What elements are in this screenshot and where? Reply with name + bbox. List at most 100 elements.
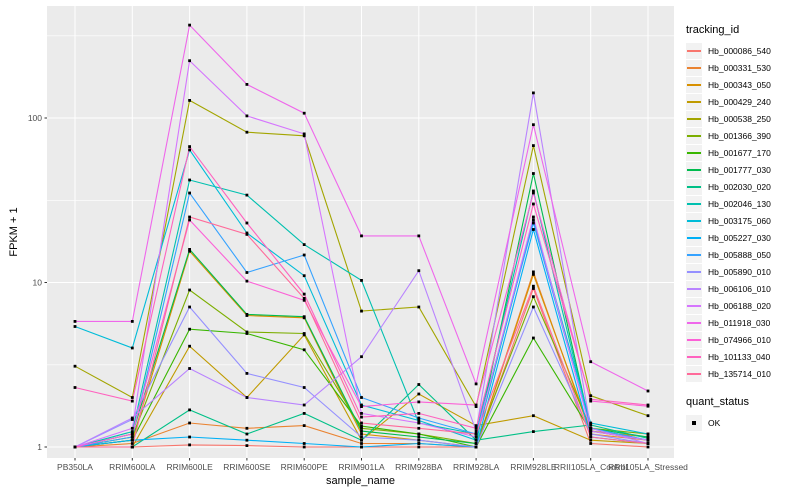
line-key-icon	[686, 212, 702, 229]
data-point	[532, 91, 535, 95]
data-point	[245, 332, 249, 335]
data-point	[73, 445, 77, 449]
data-point	[532, 284, 535, 288]
data-point	[188, 249, 191, 253]
line-key-icon	[686, 280, 702, 297]
legend-item-label: Hb_011918_030	[708, 317, 771, 328]
data-point	[302, 315, 306, 319]
data-point	[532, 202, 535, 206]
data-point	[360, 405, 363, 408]
data-point	[360, 421, 363, 425]
data-point	[188, 99, 191, 102]
x-tick-label: RRIM600LA	[109, 462, 156, 472]
data-point	[302, 445, 306, 449]
data-point	[360, 309, 363, 313]
data-point	[188, 367, 191, 370]
legend-title: tracking_id	[686, 24, 740, 36]
data-point	[130, 418, 134, 421]
data-point	[245, 330, 249, 334]
data-point	[73, 386, 77, 389]
data-point	[302, 111, 306, 115]
data-point	[302, 424, 306, 427]
legend-item-label: Hb_002030_020	[708, 181, 771, 192]
data-point	[188, 148, 191, 152]
data-point	[188, 178, 191, 182]
data-point	[532, 189, 535, 193]
legend-item-label: Hb_005227_030	[708, 232, 771, 243]
line-key-icon	[686, 178, 702, 195]
data-point	[188, 218, 191, 222]
data-point	[474, 426, 478, 430]
data-point	[589, 438, 593, 442]
line-key-icon	[686, 297, 702, 314]
data-point	[302, 298, 306, 302]
legend-quant-status: quant_status OK	[686, 396, 798, 431]
data-point	[589, 360, 593, 364]
data-point	[302, 386, 306, 389]
data-point	[360, 355, 363, 359]
data-point	[245, 233, 249, 236]
legend-item-label: Hb_000429_240	[708, 96, 771, 107]
data-point	[646, 403, 650, 407]
data-point	[360, 432, 363, 436]
legend-item-label: Hb_000343_050	[708, 79, 771, 90]
data-point	[360, 445, 363, 449]
data-point	[130, 399, 134, 403]
data-point	[188, 421, 191, 425]
data-point	[474, 445, 478, 449]
legend-item-Hb_000086_540: Hb_000086_540	[686, 42, 798, 59]
data-point	[417, 435, 421, 439]
legend-item-Hb_001677_170: Hb_001677_170	[686, 144, 798, 161]
x-tick-label: RRIM928LE	[510, 462, 557, 472]
data-point	[302, 297, 306, 300]
data-point	[73, 325, 77, 328]
data-point	[245, 279, 249, 283]
line-key-icon	[686, 365, 702, 382]
legend-item-label: Hb_003175_060	[708, 215, 771, 226]
data-point	[589, 399, 593, 403]
legend-item-Hb_003175_060: Hb_003175_060	[686, 212, 798, 229]
data-point	[417, 421, 421, 425]
data-point	[245, 193, 249, 197]
data-point	[188, 327, 191, 331]
data-point	[532, 273, 535, 276]
data-point	[474, 405, 478, 408]
legend-item-Hb_006188_020: Hb_006188_020	[686, 297, 798, 314]
legend-item-label: Hb_002046_130	[708, 198, 771, 209]
legend-item-label: Hb_000086_540	[708, 45, 771, 56]
x-tick-label: RRIM600LE	[166, 462, 213, 472]
legend-item-label: Hb_101133_040	[708, 351, 771, 362]
data-point	[360, 435, 363, 439]
legend-item-label: Hb_006106_010	[708, 283, 771, 294]
data-point	[646, 436, 650, 440]
line-key-icon	[686, 42, 702, 59]
data-point	[245, 438, 249, 442]
legend-item-label: Hb_000331_530	[708, 62, 771, 73]
data-point	[130, 346, 134, 350]
data-point	[302, 348, 306, 352]
y-tick-label: 100	[28, 113, 42, 123]
legend-item-Hb_135714_010: Hb_135714_010	[686, 365, 798, 382]
data-point	[589, 429, 593, 433]
data-point	[532, 414, 535, 418]
data-point	[646, 389, 650, 393]
data-point	[188, 344, 191, 348]
data-point	[646, 432, 650, 436]
data-point	[302, 292, 306, 296]
data-point	[417, 234, 421, 238]
data-point	[188, 23, 191, 27]
data-point	[360, 279, 363, 282]
x-tick-label: RRIM600PE	[281, 462, 329, 472]
data-point	[73, 364, 77, 368]
data-point	[360, 412, 363, 415]
data-point	[532, 295, 535, 299]
x-tick-label: RRIM928BA	[395, 462, 443, 472]
x-tick-label: RRIM901LA	[338, 462, 385, 472]
data-point	[360, 442, 363, 445]
data-point	[130, 416, 134, 420]
data-point	[646, 438, 650, 442]
legend-item-Hb_002046_130: Hb_002046_130	[686, 195, 798, 212]
legend-item-label: OK	[708, 417, 721, 428]
data-point	[474, 438, 478, 442]
legend-item-label: Hb_001777_030	[708, 164, 771, 175]
